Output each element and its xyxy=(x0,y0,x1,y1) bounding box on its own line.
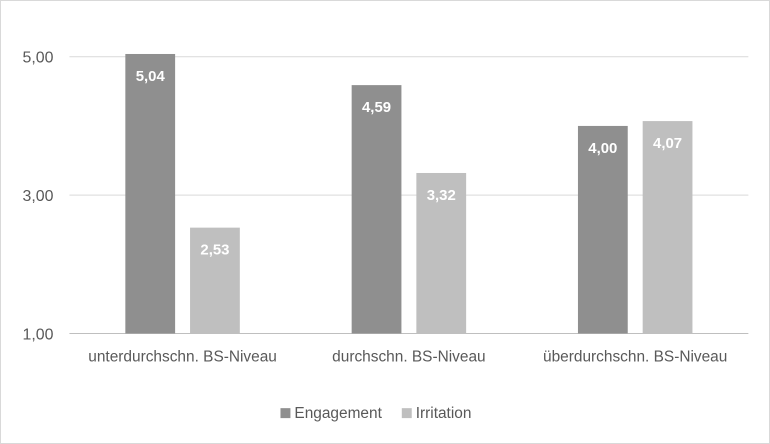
x-axis-labels: unterdurchschn. BS-Niveau durchschn. BS-N… xyxy=(88,348,727,365)
data-label: 4,07 xyxy=(653,135,682,152)
bar-irritation xyxy=(642,121,693,334)
bar-engagement xyxy=(351,85,402,334)
gridlines xyxy=(69,56,749,334)
y-axis-ticks: 1,00 3,00 5,00 xyxy=(23,50,54,344)
data-label: 5,04 xyxy=(136,68,166,85)
legend-label: Irritation xyxy=(416,405,472,422)
legend-label: Engagement xyxy=(294,405,382,422)
legend: Engagement Irritation xyxy=(280,405,471,422)
y-tick-label: 5,00 xyxy=(23,50,54,67)
x-tick-label: überdurchschn. BS-Niveau xyxy=(543,348,727,365)
bar-engagement xyxy=(577,125,628,334)
data-label: 2,53 xyxy=(200,242,229,259)
legend-swatch-engagement xyxy=(280,408,291,419)
bar-engagement xyxy=(125,53,176,334)
data-label: 4,00 xyxy=(588,140,617,157)
data-label: 3,32 xyxy=(427,187,456,204)
x-tick-label: unterdurchschn. BS-Niveau xyxy=(88,348,277,365)
bars: 5,04 2,53 4,59 3,32 4,00 4,07 xyxy=(125,53,693,334)
y-tick-label: 1,00 xyxy=(23,326,54,343)
y-tick-label: 3,00 xyxy=(23,188,54,205)
bar-irritation xyxy=(190,227,240,334)
data-label: 4,59 xyxy=(362,99,391,116)
x-tick-label: durchschn. BS-Niveau xyxy=(332,348,485,365)
bar-irritation xyxy=(416,172,467,334)
legend-swatch-irritation xyxy=(401,408,412,419)
